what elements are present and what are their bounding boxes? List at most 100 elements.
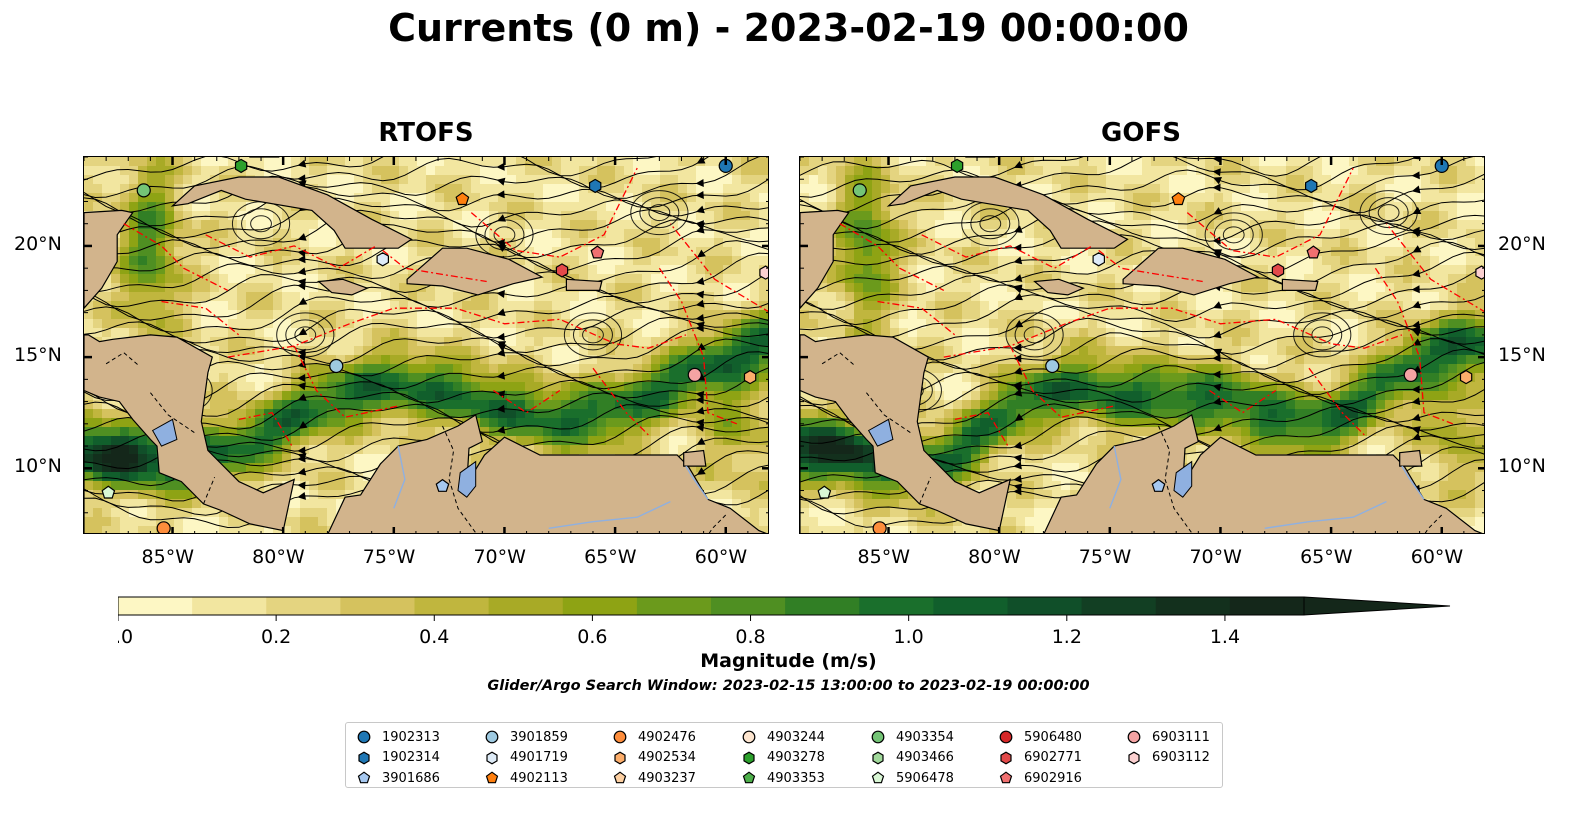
legend-item-label: 4901719	[510, 750, 568, 766]
hexagon-marker-icon	[614, 751, 626, 765]
lon-tick-label: 60°W	[694, 546, 748, 568]
colorbar-segment	[1229, 597, 1305, 615]
lat-tick-label-left: 20°N	[14, 232, 62, 255]
float-marker-5906478	[817, 485, 832, 499]
legend-item-label: 4903237	[638, 770, 696, 786]
colorbar-segment	[340, 597, 416, 615]
legend-item: 6902916	[998, 768, 1082, 789]
legend-item-label: 6903111	[1152, 729, 1210, 745]
inner-ticks	[800, 157, 1484, 533]
circle-marker-icon	[485, 730, 499, 744]
eez-boundaries	[123, 167, 768, 447]
float-marker-3901686	[1151, 478, 1166, 492]
circle-marker-icon	[999, 730, 1013, 744]
float-marker-6902771	[555, 263, 569, 278]
legend-item: 4901719	[484, 748, 568, 769]
float-marker-6902916	[1306, 245, 1321, 259]
float-marker-3901859	[329, 358, 344, 374]
lat-tick-label-right: 15°N	[1498, 344, 1546, 367]
lat-tick-label-right: 10°N	[1498, 455, 1546, 478]
hexagon-marker-icon	[486, 751, 498, 765]
hexagon-marker-icon	[1128, 751, 1140, 765]
float-marker-4901719	[1092, 252, 1105, 267]
colorbar-tick-label: 0.6	[577, 626, 607, 648]
colorbar-label: Magnitude (m/s)	[700, 650, 877, 672]
float-marker-4902476	[156, 521, 171, 533]
legend-item: 6902771	[998, 748, 1082, 769]
circle-marker-icon	[742, 730, 756, 744]
hexagon-marker-icon	[1000, 751, 1012, 765]
colorbar-tick-label: 0.0	[118, 626, 133, 648]
map-rtofs[interactable]	[83, 156, 769, 534]
map-gofs[interactable]	[799, 156, 1485, 534]
colorbar-segment	[192, 597, 267, 615]
float-marker-4903354	[136, 183, 151, 198]
lon-tick-label: 70°W	[473, 546, 526, 568]
lat-tick-label-left: 15°N	[14, 344, 62, 367]
float-marker-6903111	[1403, 367, 1418, 383]
legend-item-label: 4903244	[767, 729, 825, 745]
legend-item: 5906478	[870, 768, 954, 789]
lat-tick-label-left: 10°N	[14, 455, 62, 478]
legend-item: 4903278	[741, 748, 825, 769]
legend-item-label: 5906478	[896, 770, 954, 786]
pentagon-marker-icon	[999, 771, 1013, 784]
panel-title-rtofs: RTOFS	[378, 118, 474, 148]
float-marker-4901719	[376, 252, 389, 267]
legend-item: 4903244	[741, 727, 825, 748]
legend-column: 5906480 6902771 6902916	[998, 727, 1082, 789]
colorbar-segment	[266, 597, 341, 615]
colorbar-segment	[1155, 597, 1231, 615]
legend-item-label: 4902534	[638, 750, 696, 766]
colorbar-tick-label: 1.0	[894, 626, 924, 648]
legend-item: 1902314	[356, 748, 440, 769]
legend-item-label: 6903112	[1152, 750, 1210, 766]
colorbar-tick-label: 0.8	[735, 626, 765, 648]
float-marker-4902534	[743, 369, 757, 385]
circle-marker-icon	[613, 730, 627, 744]
float-marker-1902314	[1305, 178, 1318, 194]
legend-item: 1902313	[356, 727, 440, 748]
colorbar-tick-label: 1.2	[1052, 626, 1082, 648]
panel-title-gofs: GOFS	[1101, 118, 1181, 148]
legend-item-label: 6902771	[1024, 750, 1082, 766]
float-legend: 1902313 1902314 3901686 3901859 4901719 49021…	[345, 722, 1223, 788]
colorbar-segment	[711, 597, 786, 615]
pentagon-marker-icon	[485, 771, 499, 784]
colorbar-segment	[1007, 597, 1083, 615]
legend-item: 4902113	[484, 768, 568, 789]
float-marker-3901859	[1045, 358, 1060, 374]
legend-item: 5906480	[998, 727, 1082, 748]
legend-column: 1902313 1902314 3901686	[356, 727, 440, 789]
legend-item: 4903237	[612, 768, 696, 789]
float-marker-3901686	[435, 478, 450, 492]
lat-tick-label-right: 20°N	[1498, 232, 1546, 255]
colorbar-segment	[636, 597, 712, 615]
legend-item-label: 1902313	[382, 729, 440, 745]
colorbar-tick-label: 1.4	[1210, 626, 1240, 648]
circle-marker-icon	[357, 730, 371, 744]
search-window-text: Glider/Argo Search Window: 2023-02-15 13…	[487, 678, 1090, 694]
legend-column: 4902476 4902534 4903237	[612, 727, 696, 789]
legend-column: 4903244 4903278 4903353	[741, 727, 825, 789]
lon-tick-label: 80°W	[252, 546, 305, 568]
argo-float-markers	[101, 158, 768, 533]
legend-item-label: 4903278	[767, 750, 825, 766]
legend-item-label: 3901686	[382, 770, 440, 786]
inner-ticks	[84, 157, 768, 533]
argo-float-markers	[817, 158, 1484, 533]
legend-item-label: 6902916	[1024, 770, 1082, 786]
legend-item-label: 1902314	[382, 750, 440, 766]
lon-tick-label: 85°W	[141, 546, 194, 568]
pentagon-marker-icon	[357, 771, 371, 784]
float-marker-6903112	[1475, 265, 1484, 280]
legend-item: 4902476	[612, 727, 696, 748]
legend-item-label: 5906480	[1024, 729, 1082, 745]
legend-item-label: 4902113	[510, 770, 568, 786]
pentagon-marker-icon	[613, 771, 627, 784]
legend-item-label: 4902476	[638, 729, 696, 745]
land	[800, 157, 1483, 533]
colorbar-segment	[118, 597, 193, 615]
legend-item-label: 4903354	[896, 729, 954, 745]
legend-column: 3901859 4901719 4902113	[484, 727, 568, 789]
